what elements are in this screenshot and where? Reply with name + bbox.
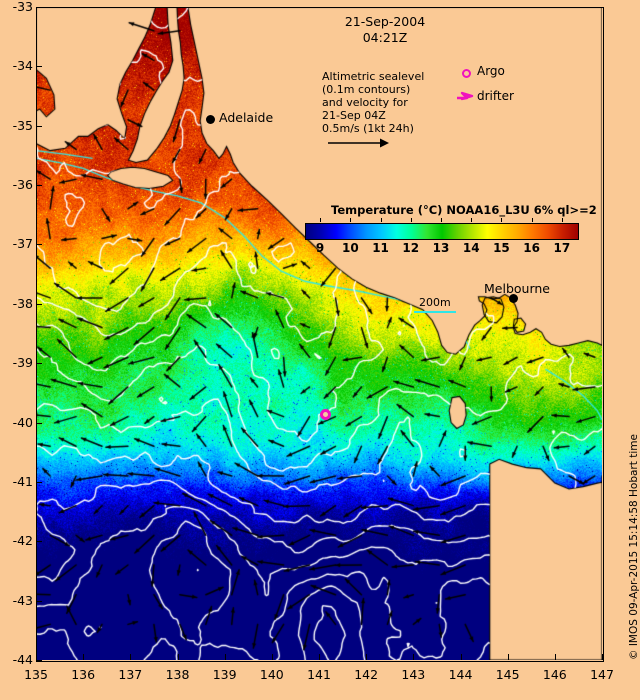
y-tick: [36, 7, 42, 8]
time-label: 04:21Z: [362, 30, 408, 45]
colorbar-gradient: [305, 223, 579, 240]
y-tick: [36, 303, 42, 305]
argo-legend-marker-icon: [462, 69, 471, 78]
x-tick-label: 146: [542, 667, 567, 682]
x-tick-label: 139: [212, 667, 237, 682]
x-tick-label: 135: [24, 667, 48, 682]
y-tick-label: -33: [12, 0, 33, 14]
imos-credit: © IMOS 09-Apr-2015 15:14:58 Hobart time: [628, 434, 640, 660]
melbourne-label: Melbourne: [484, 281, 550, 296]
colorbar-tick-label: 9: [315, 241, 325, 255]
y-tick-label: -34: [12, 58, 33, 74]
x-tick-label: 142: [354, 667, 379, 682]
x-tick: [36, 654, 37, 660]
colorbar-tick: [320, 218, 322, 222]
y-tick-label: -41: [12, 473, 33, 489]
y-tick-label: -43: [12, 592, 33, 608]
x-tick: [460, 654, 462, 660]
colorbar-tick-label: 10: [341, 241, 359, 255]
colorbar-tick: [410, 218, 412, 222]
melbourne-marker-dot: [509, 294, 518, 303]
y-tick: [36, 422, 42, 424]
adelaide-marker-dot: [206, 115, 215, 124]
colorbar-tick: [561, 218, 563, 222]
y-tick: [36, 600, 42, 602]
colorbar-tick: [471, 218, 473, 222]
x-tick: [413, 654, 415, 660]
colorbar-title: Temperature (°C) NOAA16_L3U 6% ql>=2: [331, 203, 597, 217]
colorbar-tick-label: 11: [372, 241, 389, 255]
y-tick: [36, 244, 42, 246]
colorbar-tick: [501, 218, 503, 222]
colorbar-tick-label: 16: [523, 241, 540, 255]
y-tick: [36, 125, 42, 127]
y-tick-label: -40: [12, 414, 33, 430]
y-tick-label: -35: [12, 117, 33, 133]
annotation-line-4: 21-Sep 04Z: [322, 109, 386, 122]
annotation-line-5: 0.5m/s (1kt 24h): [322, 122, 414, 135]
y-tick-label: -39: [12, 355, 33, 371]
y-tick: [36, 66, 42, 68]
colorbar-tick-label: 14: [462, 241, 480, 255]
x-tick: [83, 654, 85, 660]
y-tick: [36, 185, 42, 187]
date-label: 21-Sep-2004: [344, 14, 426, 29]
y-tick: [36, 481, 42, 483]
x-tick-label: 136: [71, 667, 96, 682]
colorbar-tick: [531, 218, 533, 222]
x-tick: [271, 654, 273, 660]
y-tick: [36, 541, 42, 543]
annotation-line-2: (0.1m contours): [322, 83, 411, 96]
x-tick-label: 141: [307, 667, 331, 682]
x-tick-label: 140: [259, 667, 284, 682]
argo-float-marker-icon: [320, 409, 331, 420]
x-tick: [507, 654, 509, 660]
x-tick: [177, 654, 179, 660]
annotation-line-1: Altimetric sealevel: [322, 70, 425, 83]
bathymetry-200m-line-icon: [414, 311, 456, 313]
colorbar-tick: [441, 218, 442, 222]
colorbar-tick-label: 15: [493, 241, 510, 255]
x-tick-label: 147: [590, 667, 614, 682]
x-tick-label: 145: [495, 667, 520, 682]
x-tick-label: 144: [448, 667, 473, 682]
x-tick: [319, 654, 320, 660]
colorbar-tick: [380, 218, 382, 222]
x-tick: [602, 654, 603, 660]
velocity-scale-arrow-icon: [328, 138, 389, 148]
x-tick: [554, 654, 556, 660]
y-tick: [36, 363, 42, 365]
y-tick: [36, 660, 42, 661]
y-tick-label: -42: [12, 533, 33, 549]
x-tick-label: 138: [165, 667, 190, 682]
adelaide-label: Adelaide: [219, 110, 274, 125]
bathymetry-200m-label: 200m: [419, 296, 451, 309]
drifter-legend-label: drifter: [477, 89, 514, 103]
x-tick-label: 143: [401, 667, 426, 682]
colorbar-tick: [350, 218, 352, 222]
y-tick-label: -44: [12, 652, 33, 667]
argo-legend-label: Argo: [477, 64, 505, 78]
colorbar-tick-label: 12: [402, 241, 420, 255]
map-plot-area: [36, 7, 602, 660]
contour-vector-overlay-layer: [36, 7, 602, 660]
y-tick-label: -37: [12, 236, 33, 252]
x-tick: [130, 654, 132, 660]
colorbar-tick-label: 13: [432, 241, 450, 255]
y-tick-label: -36: [12, 177, 33, 193]
annotation-line-3: and velocity for: [322, 96, 408, 109]
y-tick-label: -38: [12, 295, 33, 311]
drifter-legend-marker-icon: [457, 91, 474, 101]
x-tick: [366, 654, 368, 660]
x-tick: [224, 654, 226, 660]
x-tick-label: 137: [118, 667, 143, 682]
colorbar-tick-label: 17: [553, 241, 571, 255]
